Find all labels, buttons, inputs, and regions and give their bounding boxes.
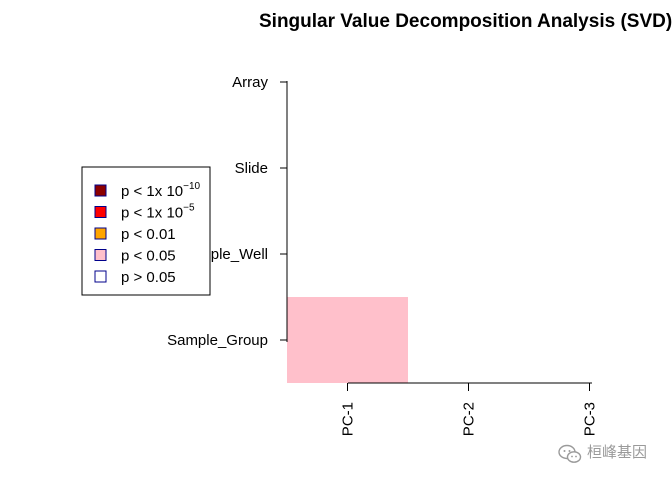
legend-swatch (94, 227, 107, 240)
legend-label: p < 0.01 (121, 226, 176, 243)
x-tick-label: PC-3 (582, 402, 599, 436)
heatmap-cell-sample-well-pc-2 (408, 211, 529, 297)
legend: p < 1x 10−10 p < 1x 10−5 p < 0.01 p < 0.05 p… (81, 166, 211, 296)
y-tick-label: Sample_Group (167, 332, 268, 349)
heatmap-cells (287, 39, 650, 383)
heatmap-cell-sample-group-pc-3 (529, 297, 650, 383)
heatmap-cell-sample-well-pc-3 (529, 211, 650, 297)
heatmap-cell-sample-well-pc-1 (287, 211, 408, 297)
legend-swatch (94, 184, 107, 197)
wechat-icon (558, 444, 582, 463)
heatmap-cell-array-pc-3 (529, 39, 650, 125)
heatmap-cell-slide-pc-1 (287, 125, 408, 211)
legend-swatch (94, 249, 107, 261)
legend-label: p < 0.05 (121, 248, 176, 265)
legend-swatch (94, 206, 107, 218)
axes (280, 81, 592, 391)
watermark: 桓峰基因 (558, 443, 647, 463)
heatmap-cell-array-pc-2 (408, 39, 529, 125)
heatmap-cell-sample-group-pc-1 (287, 297, 408, 383)
x-tick-label: PC-2 (461, 402, 478, 436)
legend-label: p < 1x 10−10 (121, 181, 201, 200)
y-tick-label: Array (232, 74, 268, 91)
legend-label: p < 1x 10−5 (121, 203, 195, 222)
y-tick-label: Slide (235, 160, 268, 177)
watermark-text: 桓峰基因 (587, 443, 647, 461)
chart-title: Singular Value Decomposition Analysis (S… (259, 11, 672, 32)
legend-label: p > 0.05 (121, 269, 176, 286)
heatmap-cell-array-pc-1 (287, 39, 408, 125)
legend-swatch (94, 270, 107, 283)
x-tick-label: PC-1 (340, 402, 357, 436)
heatmap-cell-slide-pc-2 (408, 125, 529, 211)
heatmap-cell-slide-pc-3 (529, 125, 650, 211)
heatmap-cell-sample-group-pc-2 (408, 297, 529, 383)
